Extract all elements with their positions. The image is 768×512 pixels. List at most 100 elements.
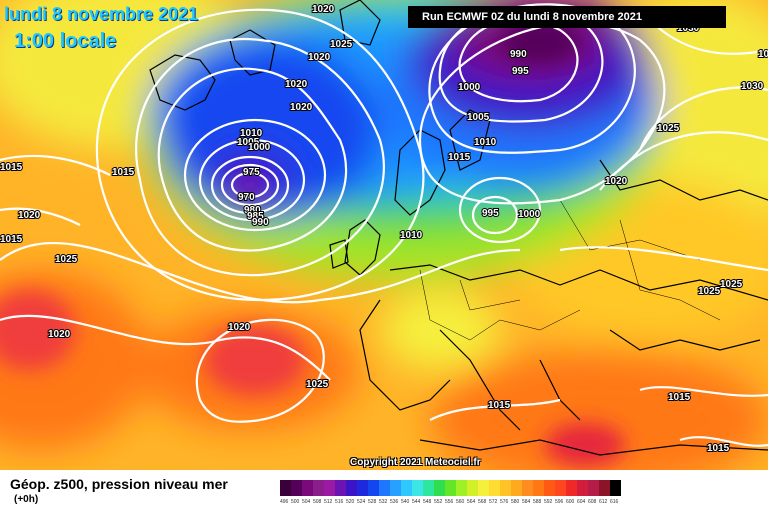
isobar-label: 1005 (467, 112, 490, 123)
isobar-label: 1015 (0, 162, 23, 173)
color-scale-label: 548 (423, 499, 432, 505)
color-scale-cell (456, 480, 467, 496)
color-scale-cell (291, 480, 302, 496)
isobar-label: 1015 (668, 392, 691, 403)
isobar-label: 1025 (55, 254, 78, 265)
isobar-label: 1025 (330, 39, 353, 50)
color-scale-label: 516 (335, 499, 344, 505)
color-scale-label: 616 (610, 499, 619, 505)
isobar-label: 985 (247, 211, 264, 222)
isobar-label: 980 (244, 205, 261, 216)
isobar-label: 1000 (458, 82, 481, 93)
color-scale-label: 612 (599, 499, 608, 505)
map-time-title: 1:00 locale (14, 30, 117, 52)
isobar-label: 1020 (312, 4, 335, 15)
color-scale-label: 584 (522, 499, 531, 505)
color-scale-cell (610, 480, 621, 496)
isobar-label: 1010 (474, 137, 497, 148)
color-scale-label: 508 (313, 499, 322, 505)
color-scale-cell (445, 480, 456, 496)
copyright-text: Copyright 2021 Meteociel.fr (350, 457, 481, 468)
borders (419, 199, 721, 341)
color-scale-label: 540 (401, 499, 410, 505)
color-scale-label: 504 (302, 499, 311, 505)
isobar-label: 1010 (400, 230, 423, 241)
isobar-label: 1015 (707, 443, 730, 454)
isobar-label: 1020 (605, 176, 628, 187)
color-scale-cell (511, 480, 522, 496)
color-scale-cell (478, 480, 489, 496)
color-scale-cell (313, 480, 324, 496)
coastlines (149, 0, 768, 456)
color-scale-cell (368, 480, 379, 496)
color-scale-cell (379, 480, 390, 496)
isobar-label: 1025 (698, 286, 721, 297)
map-date-title: lundi 8 novembre 2021 (4, 4, 199, 24)
isobar-label: 1020 (228, 322, 251, 333)
color-scale-label: 528 (368, 499, 377, 505)
isobar-label: 1025 (657, 123, 680, 134)
color-scale-cell (302, 480, 313, 496)
isobar-label: 1025 (306, 379, 329, 390)
color-scale-label: 560 (456, 499, 465, 505)
color-scale-cell (566, 480, 577, 496)
color-scale-label: 588 (533, 499, 542, 505)
isobar-label: 1015 (488, 400, 511, 411)
isobar-label: 1020 (48, 329, 71, 340)
color-scale-label: 572 (489, 499, 498, 505)
isobar-label: 1000 (248, 142, 271, 153)
color-scale-label: 564 (467, 499, 476, 505)
isobar-label: 1005 (237, 137, 260, 148)
isobar-label: 1020 (285, 79, 308, 90)
color-scale-cell (390, 480, 401, 496)
color-scale-cell (423, 480, 434, 496)
isobars (0, 3, 768, 447)
isobar-label: 1020 (18, 210, 41, 221)
color-scale-label: 592 (544, 499, 553, 505)
color-scale-label: 576 (500, 499, 509, 505)
color-scale-cell (401, 480, 412, 496)
color-scale-label: 556 (445, 499, 454, 505)
isobar-label: 1015 (0, 234, 23, 245)
color-scale-label: 552 (434, 499, 443, 505)
color-scale-label: 568 (478, 499, 487, 505)
color-scale-label: 544 (412, 499, 421, 505)
color-scale-label: 500 (291, 499, 300, 505)
color-scale-cell (434, 480, 445, 496)
isobar-label: 1025 (720, 279, 743, 290)
color-scale-cell (280, 480, 291, 496)
legend-subtitle: (+0h) (14, 494, 39, 505)
color-scale-label: 496 (280, 499, 289, 505)
color-scale-cell (555, 480, 566, 496)
isobar-label: 1025 (758, 49, 768, 60)
isobar-label: 1000 (518, 209, 541, 220)
color-scale-label: 604 (577, 499, 586, 505)
isobar-label: 1015 (448, 152, 471, 163)
color-scale-cell (599, 480, 610, 496)
color-scale-label: 596 (555, 499, 564, 505)
color-scale-cell (577, 480, 588, 496)
color-scale-label: 608 (588, 499, 597, 505)
color-scale-label: 580 (511, 499, 520, 505)
isobar-label: 990 (510, 49, 527, 60)
color-scale-label: 600 (566, 499, 575, 505)
isobar-label: 995 (482, 208, 499, 219)
isobar-labels: 1025102010201020101010051000975970980985… (0, 3, 768, 455)
color-scale-cell (467, 480, 478, 496)
color-scale-cell (346, 480, 357, 496)
color-scale-cell (588, 480, 599, 496)
color-scale-label: 536 (390, 499, 399, 505)
color-scale-cell (357, 480, 368, 496)
color-scale-cell (533, 480, 544, 496)
color-scale-cell (522, 480, 533, 496)
color-scale-label: 520 (346, 499, 355, 505)
isobar-label: 1030 (741, 81, 764, 92)
isobar-label: 1020 (308, 52, 331, 63)
color-scale-cell (412, 480, 423, 496)
color-scale-cell (324, 480, 335, 496)
color-scale-label: 512 (324, 499, 333, 505)
color-scale-cell (544, 480, 555, 496)
isobar-label: 995 (512, 66, 529, 77)
isobar-label: 990 (252, 217, 269, 228)
